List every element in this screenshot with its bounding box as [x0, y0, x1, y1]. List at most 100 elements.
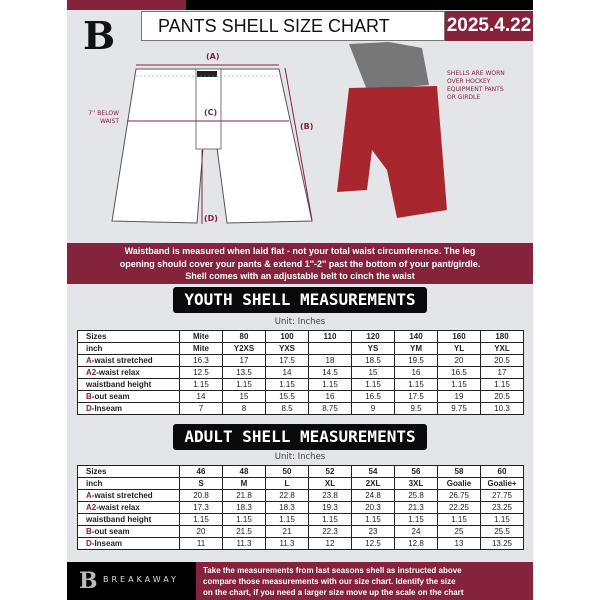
row-label: Sizes — [77, 465, 180, 478]
footer-brand: B BREAKAWAY — [67, 562, 196, 600]
row-label: A-waist stretched — [77, 354, 180, 367]
table-cell: Mite — [179, 342, 223, 355]
row-label: inch — [77, 342, 180, 355]
table-cell: 110 — [308, 330, 352, 343]
measure-label: -Inseam — [91, 403, 123, 413]
table-cell: 1.15 — [437, 513, 481, 526]
table-cell: 1.15 — [265, 513, 309, 526]
table-cell: 22.3 — [308, 525, 352, 538]
table-cell: 24 — [394, 525, 438, 538]
measure-key: B — [86, 526, 92, 536]
table-cell: 3XL — [394, 477, 438, 490]
table-cell: YM — [394, 342, 438, 355]
table-cell: 1.15 — [437, 378, 481, 391]
measure-label: waistband height — [86, 514, 152, 524]
table-cell: 24.8 — [351, 489, 395, 502]
table-row: A2-waist relax 17.3 18.3 18.3 19.3 20.3 21.3 22… — [77, 501, 524, 514]
row-label: D-Inseam — [77, 537, 180, 550]
instruction-line: Take the measurements from last seasons … — [203, 566, 462, 575]
table-cell: 25.8 — [394, 489, 438, 502]
row-label: waistband height — [77, 378, 180, 391]
top-bar — [186, 0, 533, 10]
banner-line: Waistband is measured when laid flat - n… — [124, 246, 476, 256]
brand-name: BREAKAWAY — [103, 575, 179, 584]
youth-size-table: Sizes Mite 80 100 110 120 140 160 180 inch Mite Y2X… — [77, 330, 524, 415]
page-title: PANTS SHELL SIZE CHART — [141, 11, 445, 41]
row-label: D-Inseam — [77, 402, 180, 415]
table-row: B-out seam 14 15 15.5 16 16.5 17.5 19 20.5 — [77, 390, 524, 403]
table-row: D-Inseam 7 8 8.5 8.75 9 9.5 9.75 10.3 — [77, 402, 524, 415]
measure-label: -Inseam — [91, 538, 123, 548]
table-row: A-waist stretched 16.3 17 17.5 18 18.5 19.5 20 2… — [77, 354, 524, 367]
table-cell: 16.5 — [437, 366, 481, 379]
date-badge: 2025.4.22 — [445, 11, 533, 41]
table-cell: 17.5 — [265, 354, 309, 367]
table-cell: 50 — [265, 465, 309, 478]
table-cell: 1.15 — [480, 378, 524, 391]
below-waist-note: 7'' BELOW WAIST — [88, 110, 119, 125]
table-row: A2-waist relax 12.5 13.5 14 14.5 15 16 16.5 17 — [77, 366, 524, 379]
table-cell: 8.75 — [308, 402, 352, 415]
table-cell: 12.8 — [394, 537, 438, 550]
table-cell: YXS — [265, 342, 309, 355]
table-cell: 21 — [265, 525, 309, 538]
measure-label: inch — [86, 343, 103, 353]
top-bar-accent — [67, 0, 186, 10]
table-cell: 14 — [265, 366, 309, 379]
label-c: (C) — [204, 108, 218, 117]
instruction-line: on the chart, if you need a larger size … — [203, 588, 464, 597]
table-cell: 20.5 — [480, 354, 524, 367]
table-cell: 160 — [437, 330, 481, 343]
instruction-line: compare those measurements with our size… — [203, 577, 456, 586]
table-cell: 12 — [308, 537, 352, 550]
table-cell: 19.5 — [394, 354, 438, 367]
measure-key: A2 — [86, 502, 97, 512]
table-cell: 17.5 — [394, 390, 438, 403]
row-label: inch — [77, 477, 180, 490]
table-cell: 16 — [394, 366, 438, 379]
table-cell: 2XL — [351, 477, 395, 490]
table-cell: 52 — [308, 465, 352, 478]
measure-label: inch — [86, 478, 103, 488]
table-cell: 1.15 — [351, 513, 395, 526]
table-cell: 56 — [394, 465, 438, 478]
table-cell: Mite — [179, 330, 223, 343]
table-row: waistband height 1.15 1.15 1.15 1.15 1.15 1.15… — [77, 513, 524, 526]
table-cell: 15.5 — [265, 390, 309, 403]
table-row: Sizes 46 48 50 52 54 56 58 60 — [77, 465, 524, 478]
table-cell: 54 — [351, 465, 395, 478]
table-cell: 1.15 — [308, 378, 352, 391]
label-a: (A) — [206, 52, 220, 61]
shell-flat-illustration — [111, 64, 313, 224]
table-cell: 23 — [351, 525, 395, 538]
table-cell: 15 — [222, 390, 266, 403]
table-cell: 11 — [179, 537, 223, 550]
footer-instructions: Take the measurements from last seasons … — [196, 562, 533, 600]
table-cell: 18.5 — [351, 354, 395, 367]
table-cell: 12.5 — [351, 537, 395, 550]
table-cell: 13.5 — [222, 366, 266, 379]
table-cell: 25 — [437, 525, 481, 538]
table-cell: 23.25 — [480, 501, 524, 514]
table-cell: Y2XS — [222, 342, 266, 355]
brand-logo: B — [82, 13, 116, 58]
table-cell — [308, 342, 352, 355]
table-cell: 17 — [222, 354, 266, 367]
table-cell: 18 — [308, 354, 352, 367]
row-label: A2-waist relax — [77, 501, 180, 514]
table-cell: 140 — [394, 330, 438, 343]
table-cell: 120 — [351, 330, 395, 343]
table-cell: 20.5 — [480, 390, 524, 403]
table-cell: 19.3 — [308, 501, 352, 514]
table-cell: 1.15 — [394, 378, 438, 391]
measure-label: -waist relax — [96, 367, 140, 377]
table-cell: YS — [351, 342, 395, 355]
table-cell: 180 — [480, 330, 524, 343]
measure-label: waistband height — [86, 379, 152, 389]
measure-label: -waist relax — [96, 502, 140, 512]
measurement-banner: Waistband is measured when laid flat - n… — [67, 243, 533, 284]
row-label: A2-waist relax — [77, 366, 180, 379]
table-cell: 1.15 — [480, 513, 524, 526]
measure-label: Sizes — [86, 331, 107, 341]
table-cell: 80 — [222, 330, 266, 343]
